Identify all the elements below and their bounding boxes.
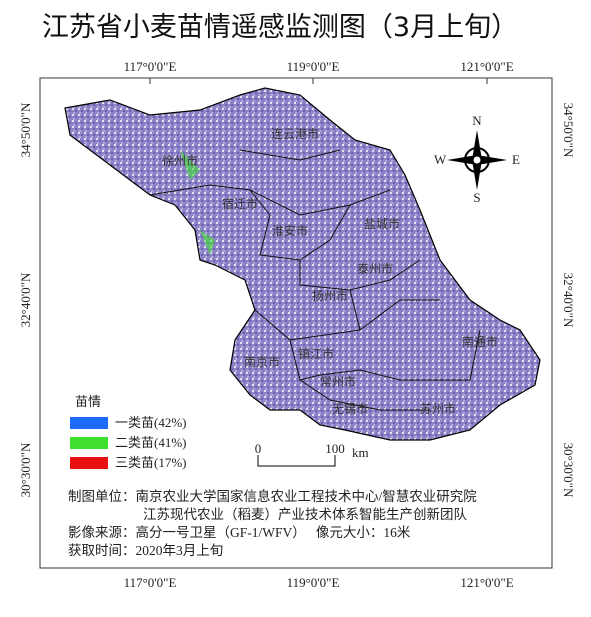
- compass: N S E W: [434, 113, 520, 205]
- city-label: 镇江市: [298, 346, 334, 361]
- city-label: 南通市: [462, 334, 498, 349]
- credit: 江苏现代农业（稻麦）产业技术体系智能生产创新团队: [143, 507, 467, 522]
- city-label: 常州市: [320, 374, 356, 389]
- compass-s: S: [473, 190, 480, 205]
- legend-swatch: [70, 437, 108, 449]
- lat-label: 34°50'0"N: [561, 103, 576, 158]
- compass-n: N: [472, 113, 482, 128]
- lon-label: 117°0'0"E: [124, 59, 177, 74]
- city-label: 淮安市: [272, 223, 308, 238]
- lon-label: 119°0'0"E: [287, 575, 340, 590]
- lat-label: 32°40'0"N: [18, 272, 33, 327]
- scale-unit: km: [352, 445, 369, 460]
- lat-label: 34°50'0"N: [18, 102, 33, 157]
- map-frame: [39, 77, 553, 569]
- scale-bar: 0 100 km: [255, 441, 369, 467]
- city-label: 宿迁市: [222, 196, 258, 211]
- lon-label: 119°0'0"E: [287, 59, 340, 74]
- credit: 影像来源：高分一号卫星（GF-1/WFV） 像元大小：16米: [68, 524, 411, 540]
- city-label: 盐城市: [364, 216, 400, 231]
- lat-label: 30°30'0"N: [561, 443, 576, 498]
- city-label: 无锡市: [332, 401, 368, 416]
- legend-label: 二类苗(41%): [115, 435, 187, 450]
- scale-start: 0: [255, 441, 262, 456]
- city-boundaries: [149, 149, 481, 411]
- city-label: 连云港市: [271, 126, 319, 141]
- lat-label: 32°40'0"N: [561, 273, 576, 328]
- lon-label: 121°0'0"E: [460, 59, 513, 74]
- lat-label: 30°30'0"N: [18, 442, 33, 497]
- legend-swatch: [70, 457, 108, 469]
- compass-e: E: [512, 152, 520, 167]
- legend-label: 三类苗(17%): [115, 455, 187, 470]
- legend-swatch: [70, 417, 108, 429]
- lon-label: 117°0'0"E: [124, 575, 177, 590]
- lon-label: 121°0'0"E: [460, 575, 513, 590]
- legend-label: 一类苗(42%): [115, 415, 187, 430]
- scale-end: 100: [325, 441, 345, 456]
- province: [64, 87, 541, 441]
- city-label: 南京市: [244, 354, 280, 369]
- city-label: 扬州市: [312, 288, 348, 303]
- compass-w: W: [434, 152, 447, 167]
- credit: 获取时间：2020年3月上旬: [68, 543, 223, 558]
- legend-title: 苗情: [75, 394, 101, 409]
- city-label: 徐州市: [162, 153, 198, 168]
- credit: 制图单位：南京农业大学国家信息农业工程技术中心/智慧农业研究院: [68, 488, 477, 504]
- title: 江苏省小麦苗情遥感监测图（3月上旬）: [42, 12, 518, 43]
- green-patches: [180, 150, 215, 255]
- city-label: 苏州市: [420, 401, 456, 416]
- city-label: 泰州市: [357, 261, 393, 276]
